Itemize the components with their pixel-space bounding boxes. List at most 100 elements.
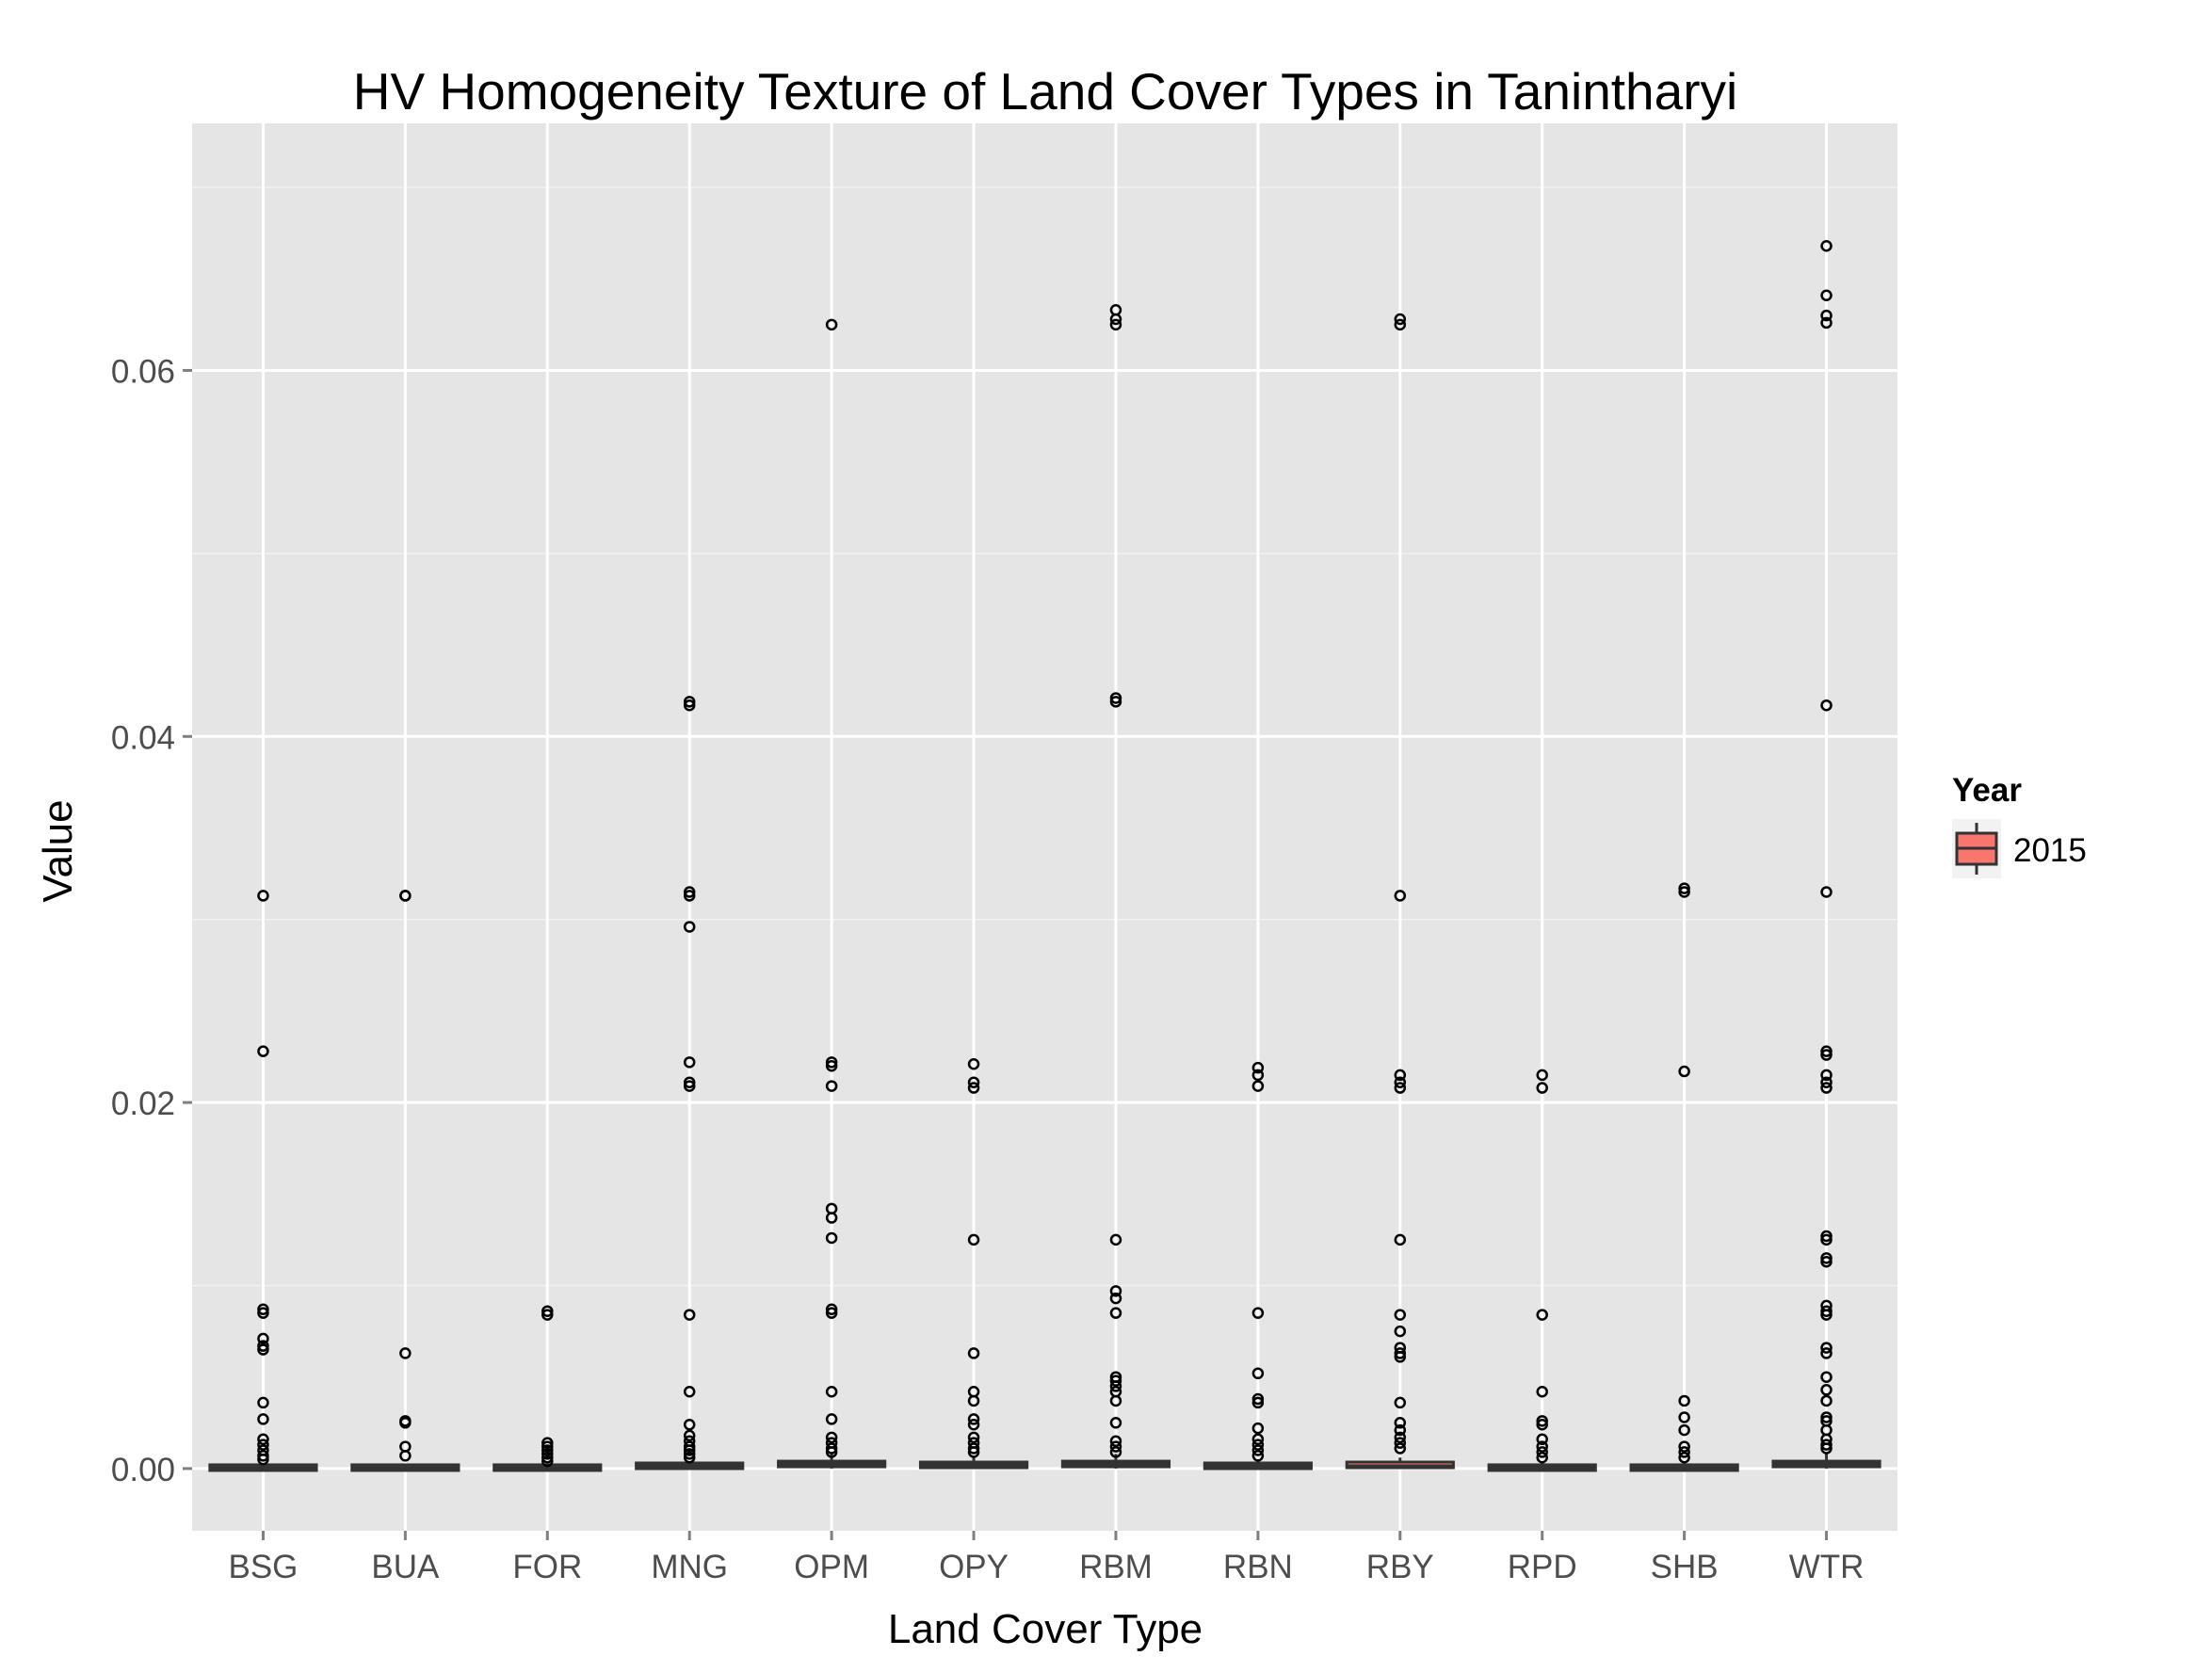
outlier-point [1109, 692, 1122, 704]
outlier-point [825, 1231, 838, 1245]
outlier-point [1536, 1309, 1548, 1321]
outlier-point [1394, 1351, 1407, 1363]
outlier-point [1109, 1233, 1122, 1246]
outlier-point [1820, 1049, 1833, 1061]
box-group-bua [350, 890, 460, 1472]
outlier-point [967, 1446, 980, 1458]
outlier-point [825, 1307, 838, 1319]
outlier-point [1394, 318, 1407, 331]
outlier-point [1820, 1233, 1833, 1246]
outlier-point [1820, 309, 1833, 322]
outlier-point [541, 1305, 554, 1317]
outlier-point [1251, 1433, 1265, 1446]
x-tick-label: RBN [1223, 1549, 1293, 1585]
x-tick-label: OPY [939, 1549, 1009, 1585]
y-axis-label: Value [35, 799, 81, 902]
outlier-point [1251, 1069, 1265, 1082]
outlier-point [257, 1045, 269, 1057]
outlier-point [1536, 1069, 1548, 1082]
outlier-point [683, 1440, 696, 1453]
outlier-point [1536, 1440, 1548, 1453]
outlier-point [1394, 1396, 1407, 1409]
outlier-point [683, 1080, 696, 1092]
outlier-point [1109, 1417, 1122, 1429]
outlier-point [825, 1431, 838, 1444]
outlier-point [1109, 1292, 1122, 1305]
outlier-point [1678, 1446, 1690, 1458]
box-group-rby [1345, 313, 1455, 1470]
outlier-point [399, 1417, 412, 1429]
outlier-point [1820, 1442, 1833, 1455]
outlier-point [399, 1450, 412, 1462]
outlier-point [1820, 1045, 1833, 1057]
y-axis: 0.00 0.02 0.04 0.06 [111, 353, 192, 1488]
outlier-point [541, 1309, 554, 1321]
outlier-point [683, 921, 696, 933]
y-tick-label: 0.04 [111, 719, 175, 756]
outlier-point [1109, 1435, 1122, 1447]
x-tick-label: RBM [1079, 1549, 1153, 1585]
x-tick-label: BSG [228, 1549, 298, 1585]
x-tick-label: RPD [1508, 1549, 1577, 1585]
outlier-point [1820, 1255, 1833, 1268]
x-tick-label: SHB [1651, 1549, 1719, 1585]
outlier-point [257, 1433, 269, 1446]
outlier-point [1109, 696, 1122, 708]
outlier-point [683, 1451, 696, 1464]
outlier-point [1109, 1394, 1122, 1407]
outlier-point [1251, 1450, 1265, 1462]
outlier-point [1394, 1423, 1407, 1437]
outlier-point [1109, 1380, 1122, 1392]
outlier-point [1536, 1082, 1548, 1094]
outlier-point [257, 1307, 269, 1319]
outlier-point [1820, 316, 1833, 330]
outlier-point [825, 1080, 838, 1092]
outlier-point [1394, 1442, 1407, 1455]
box-group-mng [635, 696, 745, 1471]
outlier-point [825, 1385, 838, 1398]
outlier-point [967, 1442, 980, 1455]
outlier-point [967, 1076, 980, 1088]
outlier-point [1394, 1437, 1407, 1449]
outlier-point [1820, 240, 1833, 252]
outlier-point [399, 1347, 412, 1359]
outlier-point [683, 1429, 696, 1442]
outlier-point [967, 1347, 980, 1359]
x-tick-label: FOR [512, 1549, 582, 1585]
outlier-point [1109, 1446, 1122, 1458]
outlier-point [399, 890, 412, 902]
outlier-point [1394, 1069, 1407, 1082]
box-marks [208, 240, 1881, 1472]
outlier-point [1678, 882, 1690, 894]
outlier-point [1536, 1433, 1548, 1446]
outlier-point [1394, 1347, 1407, 1359]
outlier-point [541, 1437, 554, 1449]
outlier-point [1394, 1233, 1407, 1246]
outlier-point [1678, 1065, 1690, 1078]
outlier-point [967, 1394, 980, 1407]
outlier-point [1820, 699, 1833, 712]
outlier-point [257, 1303, 269, 1316]
outlier-point [1820, 1305, 1833, 1317]
outlier-point [541, 1455, 554, 1468]
box-group-rbn [1203, 1061, 1313, 1471]
outlier-point [1536, 1415, 1548, 1427]
outlier-point [1820, 1394, 1833, 1407]
outlier-point [1678, 1451, 1690, 1464]
outlier-point [257, 1450, 269, 1462]
outlier-point [683, 1385, 696, 1398]
outlier-point [257, 890, 269, 902]
outlier-point [1394, 1325, 1407, 1338]
outlier-point [683, 696, 696, 708]
outlier-point [1251, 1367, 1265, 1380]
outlier-point [1251, 1439, 1265, 1451]
x-axis-label: Land Cover Type [888, 1606, 1203, 1652]
outlier-point [541, 1444, 554, 1456]
outlier-point [1536, 1418, 1548, 1431]
outlier-point [967, 1058, 980, 1070]
outlier-point [1820, 1411, 1833, 1423]
outlier-point [1678, 1440, 1690, 1453]
box-group-wtr [1771, 240, 1881, 1469]
outlier-point [825, 1413, 838, 1425]
outlier-point [257, 1340, 269, 1352]
